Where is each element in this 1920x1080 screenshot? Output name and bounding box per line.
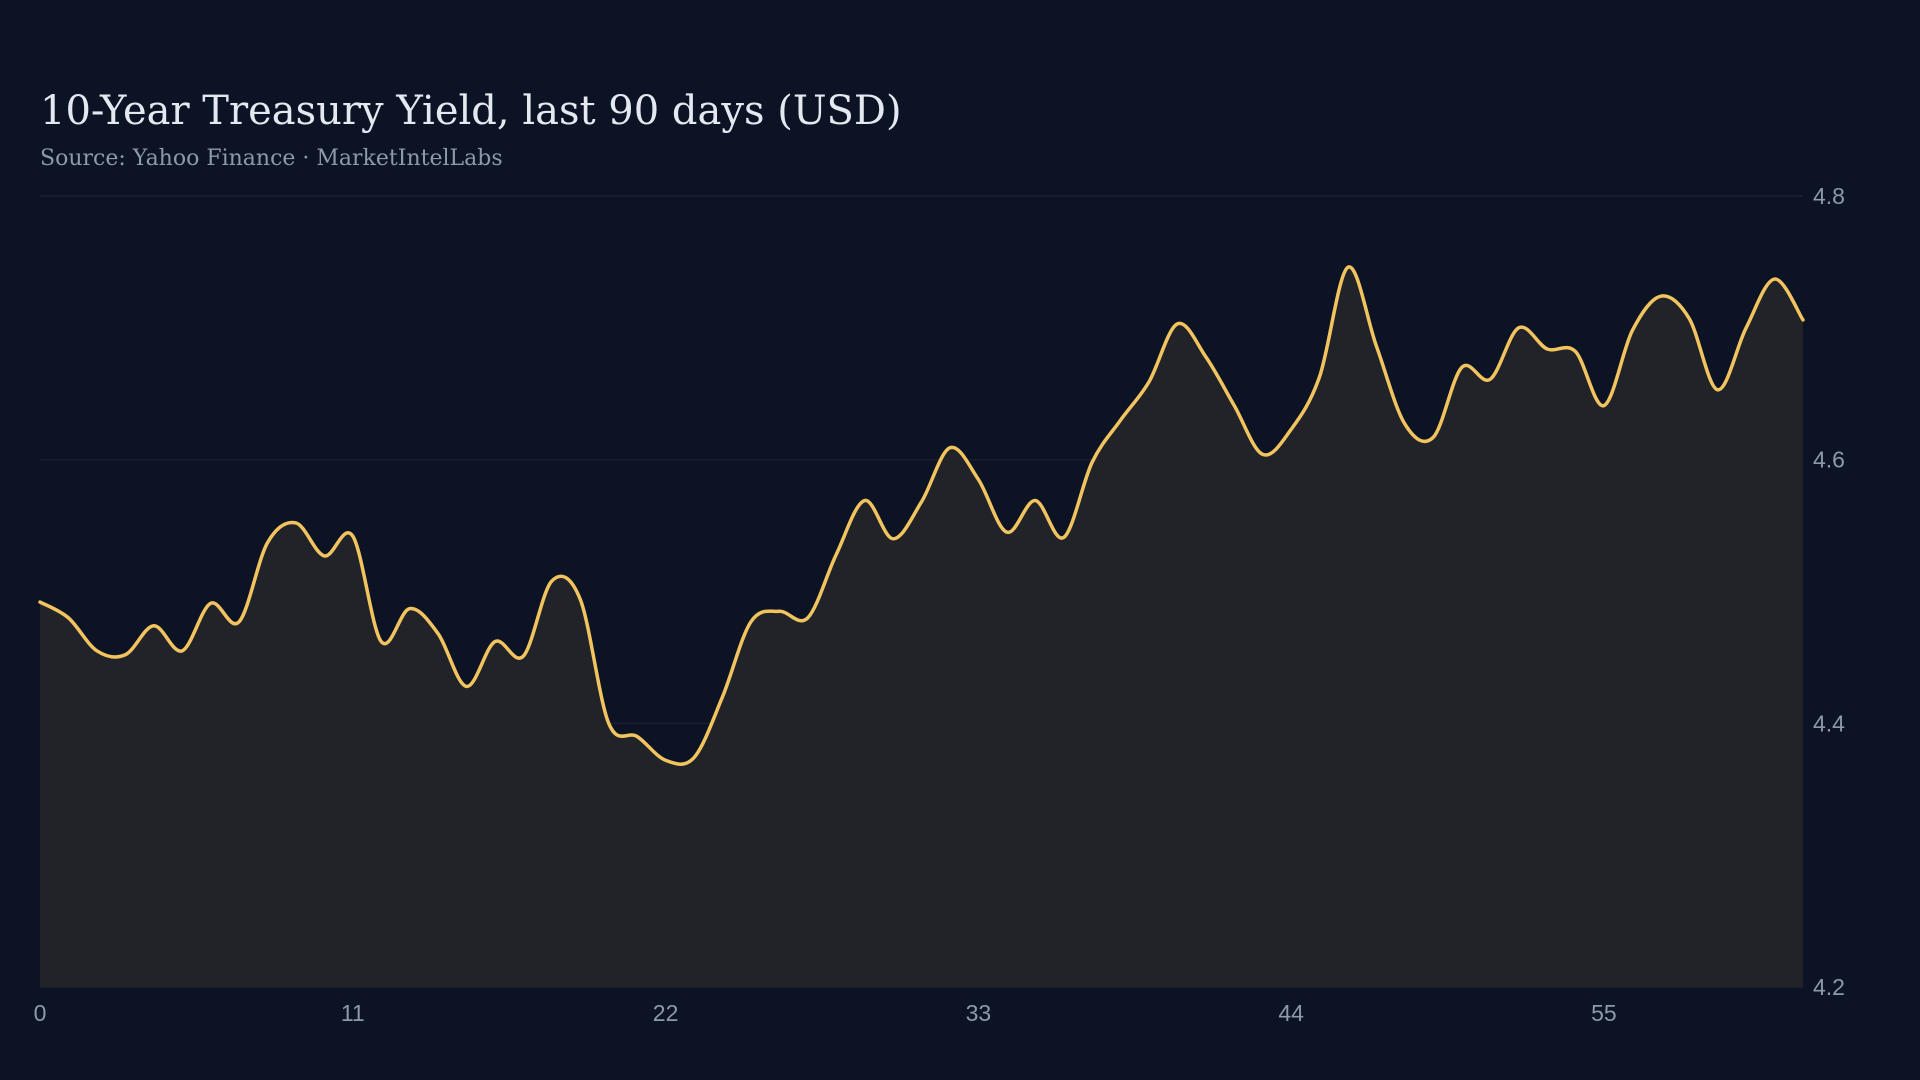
- y-tick-label: 4.6: [1813, 447, 1845, 473]
- series-area-fill: [40, 266, 1803, 987]
- x-axis-ticks: 0 11 22 33 44 55: [34, 1000, 1617, 1026]
- chart-title: 10-Year Treasury Yield, last 90 days (US…: [40, 88, 902, 134]
- chart-subtitle: Source: Yahoo Finance · MarketIntelLabs: [40, 146, 503, 171]
- x-tick-label: 33: [966, 1000, 992, 1026]
- y-axis-ticks: 4.2 4.4 4.6 4.8: [1813, 183, 1845, 1000]
- x-tick-label: 55: [1591, 1000, 1617, 1026]
- x-tick-label: 22: [653, 1000, 679, 1026]
- x-tick-label: 0: [34, 1000, 47, 1026]
- x-tick-label: 44: [1278, 1000, 1304, 1026]
- series-line: [38, 265, 1805, 766]
- y-tick-label: 4.2: [1813, 974, 1845, 1000]
- y-tick-label: 4.4: [1813, 710, 1845, 736]
- x-tick-label: 11: [341, 1000, 365, 1026]
- y-tick-label: 4.8: [1813, 183, 1845, 209]
